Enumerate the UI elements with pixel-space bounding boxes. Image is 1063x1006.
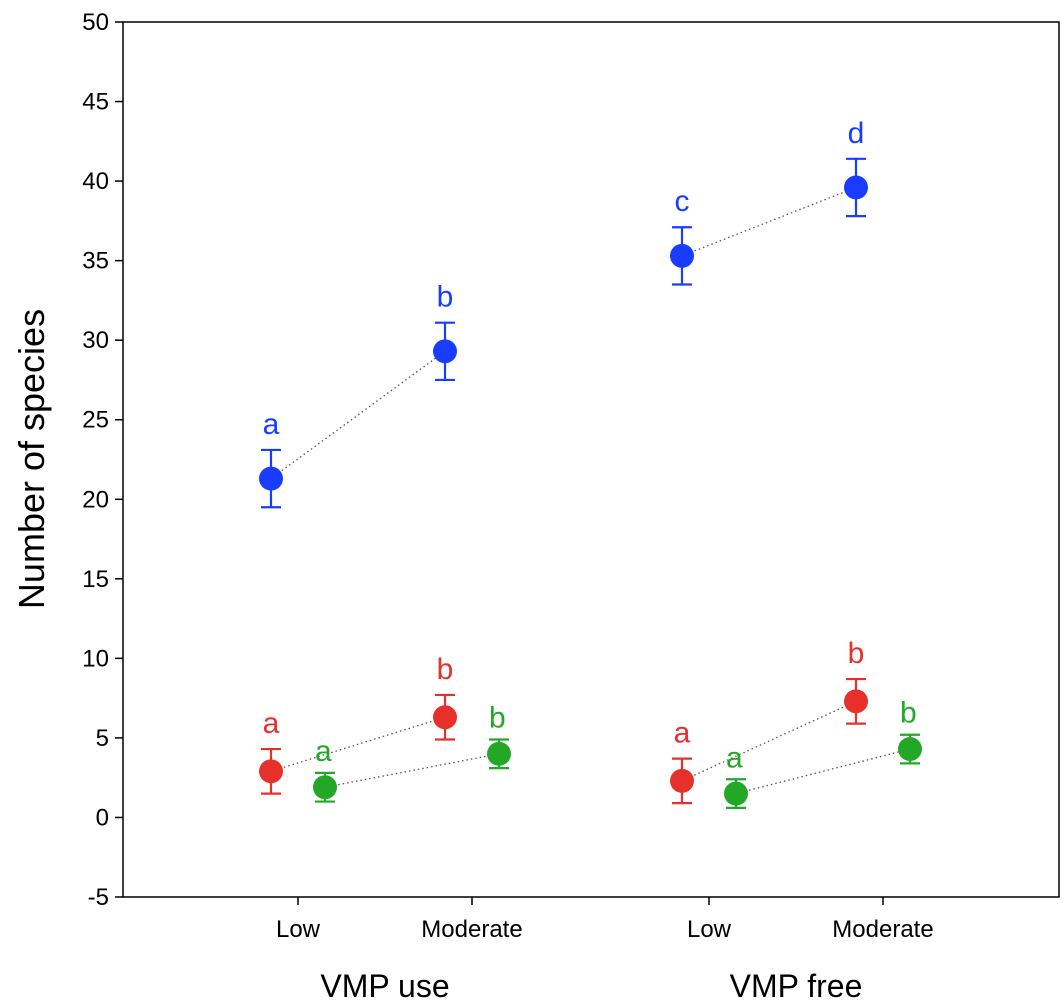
connector-line xyxy=(735,748,911,795)
significance-letter: b xyxy=(900,697,917,730)
x-category-label: Low xyxy=(687,916,732,943)
data-point xyxy=(670,243,694,268)
connector-line xyxy=(270,716,446,772)
y-tick-label: 20 xyxy=(82,486,109,513)
y-tick-label: 25 xyxy=(82,407,109,434)
significance-letter: a xyxy=(674,717,691,750)
significance-letter: c xyxy=(675,185,690,218)
data-point xyxy=(898,737,922,762)
y-tick-label: 35 xyxy=(82,248,109,275)
data-point xyxy=(433,339,457,364)
x-axis-labels: Low Moderate VMP use Low Moderate VMP free xyxy=(276,897,934,1004)
significance-letter: a xyxy=(315,735,332,768)
y-tick-label: 5 xyxy=(96,725,109,752)
connector-line xyxy=(681,700,857,782)
significance-letter: a xyxy=(726,741,743,774)
y-tick-label: 10 xyxy=(82,645,109,672)
axes xyxy=(122,21,1060,898)
y-tick-label: 45 xyxy=(82,89,109,116)
data-point xyxy=(844,175,868,200)
data-point xyxy=(259,759,283,784)
y-tick-label: 50 xyxy=(82,9,109,36)
data-point xyxy=(724,781,748,806)
significance-letter: b xyxy=(848,637,865,670)
connector-line xyxy=(270,350,446,480)
significance-letter: a xyxy=(263,707,280,740)
y-tick-label: 30 xyxy=(82,327,109,354)
y-tick-label: 40 xyxy=(82,168,109,195)
y-axis-title: Number of species xyxy=(11,309,52,609)
significance-letter: b xyxy=(489,702,506,735)
data-point xyxy=(487,741,511,766)
x-category-label: Moderate xyxy=(832,916,933,943)
y-axis-ticks: -5 0 5 10 15 20 25 30 35 40 45 50 xyxy=(82,9,123,911)
x-group-label: VMP use xyxy=(320,968,449,1004)
x-group-label: VMP free xyxy=(730,968,863,1004)
data-point xyxy=(259,466,283,491)
significance-letter: a xyxy=(263,408,280,441)
data-point xyxy=(670,768,694,793)
x-category-label: Low xyxy=(276,916,321,943)
x-category-label: Moderate xyxy=(421,916,522,943)
data-marks: a b c d a b a b a b a b xyxy=(259,117,922,810)
data-point xyxy=(433,705,457,730)
connector-lines xyxy=(270,186,911,795)
significance-letter: b xyxy=(437,653,454,686)
significance-letter: d xyxy=(848,117,865,150)
connector-line xyxy=(681,186,857,257)
y-tick-label: 15 xyxy=(82,566,109,593)
y-tick-label: -5 xyxy=(88,884,109,911)
plot-frame xyxy=(122,21,1060,898)
y-tick-label: 0 xyxy=(96,804,109,831)
connector-line xyxy=(324,753,500,788)
significance-letter: b xyxy=(437,281,454,314)
data-point xyxy=(844,689,868,714)
data-point xyxy=(313,775,337,800)
